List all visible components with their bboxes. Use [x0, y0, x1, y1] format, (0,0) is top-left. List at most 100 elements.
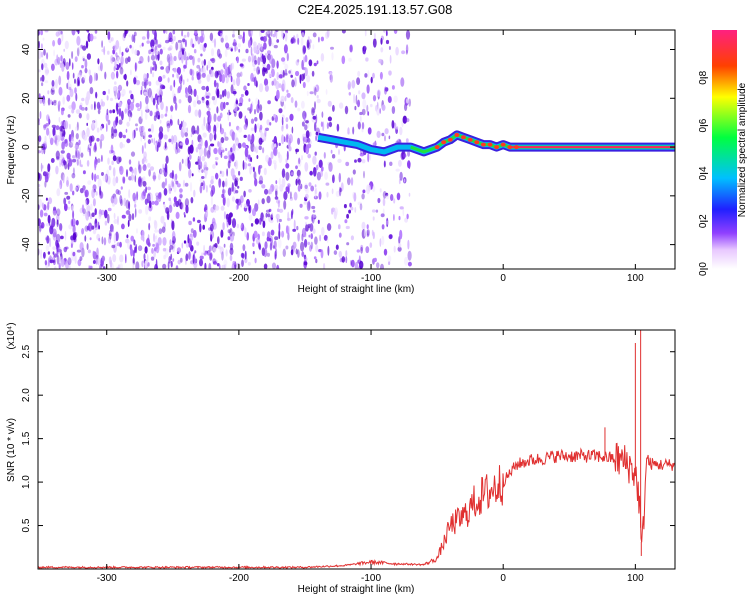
noise-speckle	[63, 48, 65, 52]
noise-speckle	[200, 182, 204, 186]
noise-speckle	[87, 249, 91, 254]
noise-speckle	[281, 125, 284, 132]
noise-speckle	[78, 79, 80, 87]
noise-speckle	[236, 223, 240, 229]
noise-speckle	[306, 39, 310, 49]
noise-speckle	[144, 131, 146, 141]
noise-speckle	[38, 225, 44, 229]
noise-speckle	[278, 108, 283, 114]
noise-speckle	[42, 165, 44, 169]
noise-speckle	[262, 220, 266, 229]
noise-speckle	[147, 87, 152, 98]
noise-speckle	[71, 51, 74, 59]
noise-speckle	[241, 58, 246, 62]
noise-speckle	[226, 217, 229, 223]
noise-speckle	[220, 170, 222, 174]
noise-speckle	[163, 134, 168, 140]
noise-speckle	[148, 128, 152, 132]
noise-speckle	[290, 97, 294, 104]
noise-speckle	[174, 145, 179, 155]
noise-speckle	[290, 249, 294, 256]
noise-speckle	[75, 148, 77, 159]
noise-speckle	[372, 185, 376, 192]
noise-speckle	[124, 107, 127, 115]
noise-speckle	[309, 223, 314, 232]
noise-speckle	[197, 159, 201, 169]
noise-speckle	[278, 142, 281, 146]
noise-speckle	[60, 150, 65, 154]
noise-speckle	[187, 160, 191, 170]
noise-speckle	[402, 115, 407, 124]
noise-speckle	[238, 111, 243, 119]
noise-speckle	[102, 174, 107, 182]
noise-speckle	[384, 86, 387, 95]
noise-speckle	[276, 199, 281, 204]
noise-speckle	[305, 120, 309, 124]
noise-speckle	[257, 56, 261, 66]
noise-speckle	[178, 50, 182, 58]
noise-speckle	[146, 40, 150, 44]
noise-speckle	[71, 256, 76, 262]
noise-speckle	[89, 265, 93, 269]
noise-speckle	[74, 126, 78, 131]
noise-speckle	[206, 110, 211, 116]
noise-speckle	[223, 259, 228, 267]
noise-speckle	[230, 84, 234, 94]
noise-speckle	[58, 86, 63, 96]
noise-speckle	[227, 229, 231, 234]
noise-speckle	[304, 124, 308, 131]
noise-speckle	[58, 116, 61, 123]
noise-speckle	[307, 143, 312, 149]
noise-speckle	[375, 209, 379, 213]
noise-speckle	[194, 39, 197, 47]
noise-speckle	[107, 207, 112, 212]
noise-speckle	[314, 184, 317, 188]
noise-speckle	[259, 124, 263, 131]
noise-speckle	[82, 211, 86, 217]
noise-speckle	[146, 253, 149, 264]
noise-speckle	[344, 219, 348, 224]
noise-speckle	[212, 246, 217, 253]
noise-speckle	[315, 135, 317, 142]
noise-speckle	[59, 162, 62, 167]
noise-speckle	[325, 89, 328, 95]
noise-speckle	[130, 101, 134, 111]
noise-speckle	[231, 182, 234, 193]
noise-speckle	[276, 264, 280, 269]
noise-speckle	[213, 38, 217, 48]
noise-speckle	[196, 70, 199, 77]
noise-speckle	[96, 137, 100, 142]
noise-speckle	[337, 158, 342, 163]
noise-speckle	[275, 180, 278, 185]
noise-speckle	[119, 62, 121, 68]
noise-speckle	[40, 43, 43, 50]
noise-speckle	[101, 236, 104, 245]
signal-hotspot	[434, 145, 440, 150]
noise-speckle	[220, 69, 224, 75]
noise-speckle	[351, 259, 355, 268]
noise-speckle	[230, 155, 233, 160]
colorbar-ticks: 0.00.20.40.60.8	[698, 70, 709, 276]
noise-speckle	[68, 134, 72, 143]
signal-hotspot	[513, 145, 519, 150]
noise-speckle	[135, 123, 138, 127]
noise-speckle	[221, 251, 224, 261]
noise-speckle	[295, 149, 298, 155]
noise-speckle	[380, 35, 384, 41]
noise-speckle	[408, 98, 412, 107]
noise-speckle	[259, 111, 263, 121]
noise-speckle	[159, 191, 162, 198]
noise-speckle	[121, 110, 124, 121]
noise-speckle	[172, 258, 175, 262]
noise-speckle	[200, 53, 203, 57]
noise-speckle	[162, 237, 167, 246]
noise-speckle	[360, 246, 363, 254]
noise-speckle	[357, 99, 360, 108]
noise-speckle	[209, 69, 212, 75]
noise-speckle	[328, 121, 333, 128]
noise-speckle	[173, 196, 177, 203]
noise-speckle	[170, 180, 175, 188]
noise-speckle	[212, 164, 216, 169]
noise-speckle	[256, 66, 260, 75]
spectrogram-x-ticks: -300 -200 -100 0 100	[97, 30, 644, 284]
